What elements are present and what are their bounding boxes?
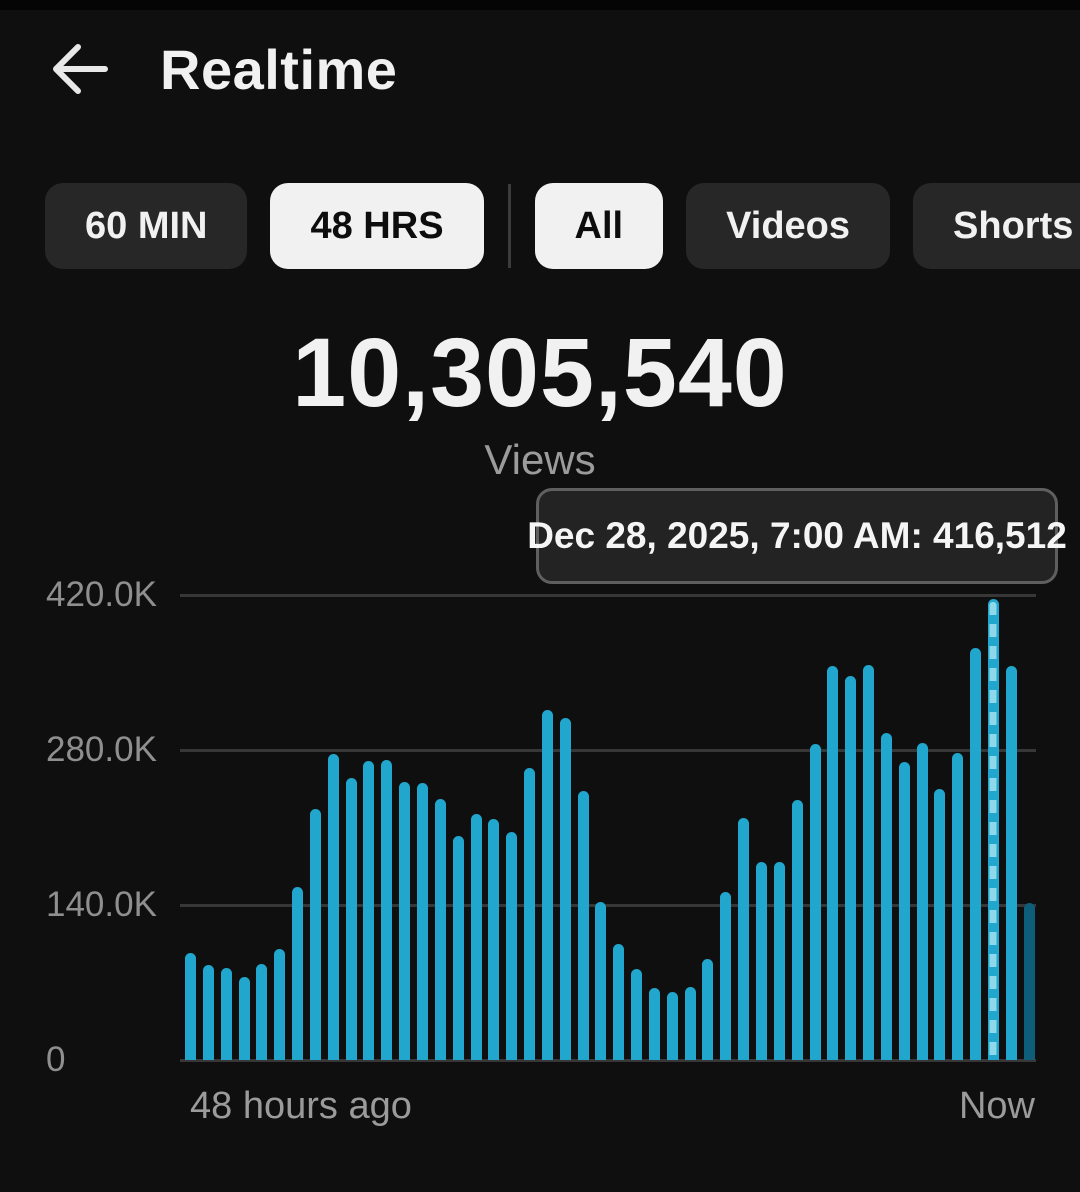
views-count: 10,305,540 — [292, 318, 788, 427]
bar[interactable] — [506, 832, 518, 1060]
bar-highlighted[interactable] — [987, 599, 999, 1060]
views-label: Views — [484, 435, 596, 483]
bar[interactable] — [702, 959, 714, 1060]
bar[interactable] — [970, 648, 982, 1060]
bar[interactable] — [327, 754, 339, 1060]
bar[interactable] — [559, 718, 571, 1060]
bar[interactable] — [452, 836, 464, 1060]
bar[interactable] — [470, 814, 482, 1060]
y-tick-label: 140.0K — [46, 885, 157, 924]
bar[interactable] — [631, 969, 643, 1060]
bar[interactable] — [488, 819, 500, 1060]
bar[interactable] — [613, 944, 625, 1060]
bar[interactable] — [577, 791, 589, 1060]
bar[interactable] — [809, 744, 821, 1060]
bar[interactable] — [363, 761, 375, 1060]
bar[interactable] — [738, 818, 750, 1060]
chip-60-min[interactable]: 60 MIN — [45, 183, 248, 269]
bar[interactable] — [381, 760, 393, 1060]
bar[interactable] — [238, 977, 250, 1060]
bar[interactable] — [399, 782, 411, 1060]
header: Realtime — [40, 34, 397, 104]
x-axis-label-end: Now — [958, 1085, 1035, 1127]
bar[interactable] — [880, 733, 892, 1060]
bar[interactable] — [345, 778, 357, 1060]
filter-chips: 60 MIN 48 HRS All Videos Shorts — [45, 183, 1080, 269]
views-metric: 10,305,540 Views — [0, 322, 1080, 484]
bar[interactable] — [1023, 903, 1035, 1060]
bar[interactable] — [934, 789, 946, 1060]
bar[interactable] — [202, 965, 214, 1060]
bar[interactable] — [292, 887, 304, 1060]
y-tick-label: 280.0K — [46, 730, 157, 769]
bar[interactable] — [720, 892, 732, 1060]
arrow-left-icon — [51, 42, 109, 96]
bar[interactable] — [666, 992, 678, 1060]
bar[interactable] — [220, 968, 232, 1060]
y-tick-label: 420.0K — [46, 575, 157, 614]
chart-tooltip: Dec 28, 2025, 7:00 AM: 416,512 — [527, 488, 1067, 584]
bar[interactable] — [756, 862, 767, 1060]
chips-divider — [507, 184, 511, 268]
status-bar — [0, 0, 1080, 10]
bar[interactable] — [648, 988, 660, 1060]
hover-indicator-dashed-line — [989, 602, 997, 1060]
bar[interactable] — [434, 799, 446, 1060]
bar[interactable] — [416, 783, 428, 1060]
content-type-chips: All Videos Shorts — [534, 183, 1080, 269]
bar[interactable] — [256, 964, 268, 1060]
bar[interactable] — [524, 768, 536, 1060]
chip-48-hrs[interactable]: 48 HRS — [270, 183, 484, 269]
y-tick-label: 0 — [46, 1040, 66, 1079]
bar[interactable] — [541, 710, 553, 1060]
x-axis-label-start: 48 hours ago — [190, 1085, 412, 1127]
time-range-chips: 60 MIN 48 HRS — [45, 183, 484, 269]
chip-videos[interactable]: Videos — [686, 183, 891, 269]
chip-shorts[interactable]: Shorts — [913, 183, 1080, 269]
chart-tooltip-text: Dec 28, 2025, 7:00 AM: 416,512 — [527, 515, 1067, 556]
bar[interactable] — [773, 862, 785, 1060]
bar[interactable] — [916, 743, 928, 1060]
bar[interactable] — [684, 987, 696, 1060]
page-title: Realtime — [160, 37, 398, 101]
bar[interactable] — [185, 953, 196, 1060]
bar[interactable] — [863, 665, 875, 1060]
bar[interactable] — [845, 676, 857, 1060]
bar[interactable] — [274, 949, 286, 1060]
bar[interactable] — [309, 809, 321, 1060]
bar[interactable] — [1005, 666, 1017, 1060]
bar[interactable] — [952, 753, 964, 1060]
bar[interactable] — [827, 666, 839, 1060]
bar[interactable] — [595, 902, 607, 1060]
chip-all[interactable]: All — [534, 183, 664, 269]
bar[interactable] — [791, 800, 803, 1060]
back-button[interactable] — [40, 34, 120, 104]
chart-bars — [185, 595, 1035, 1060]
bar[interactable] — [898, 762, 910, 1060]
